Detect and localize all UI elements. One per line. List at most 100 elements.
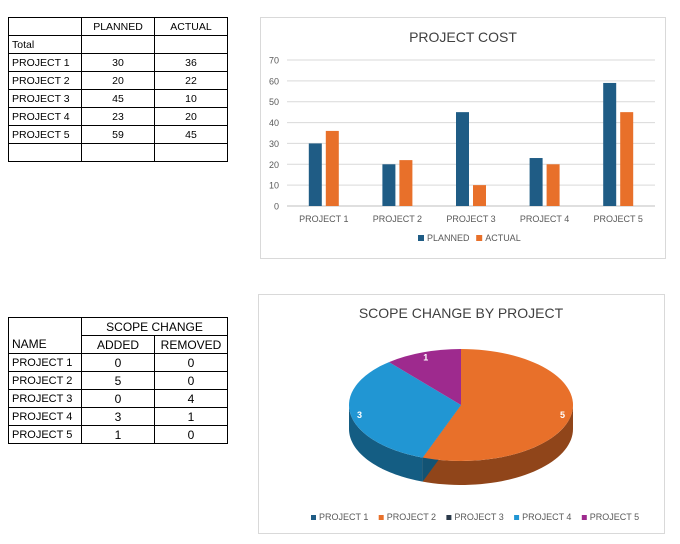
- y-tick-label: 40: [269, 118, 279, 128]
- x-tick-labels: PROJECT 1 PROJECT 2 PROJECT 3 PROJECT 4 PROJ…: [299, 214, 643, 224]
- bar-planned: [529, 158, 543, 206]
- y-tick-labels: 0 10 20 30 40 50 60 70: [269, 56, 279, 212]
- pie-data-labels: 5 3 1: [357, 353, 565, 420]
- x-tick-label: PROJECT 1: [299, 214, 348, 224]
- y-tick-label: 50: [269, 97, 279, 107]
- header-cell: [8, 317, 82, 336]
- legend-swatch: [311, 515, 316, 520]
- bar-actual: [399, 160, 413, 206]
- scope-change-table: SCOPE CHANGE NAME ADDED REMOVED PROJECT …: [8, 317, 228, 444]
- legend-swatch: [476, 235, 483, 241]
- table-cell: [154, 35, 228, 54]
- pie-chart-svg: SCOPE CHANGE BY PROJECT 531 PROJECT 1 PRO…: [311, 305, 639, 522]
- y-tick-label: 0: [274, 202, 279, 212]
- header-cell: [8, 17, 82, 36]
- table-cell: 45: [154, 125, 228, 144]
- table-cell: 0: [154, 425, 228, 444]
- table-cell: PROJECT 1: [8, 353, 82, 372]
- legend-label: PLANNED: [427, 233, 470, 243]
- header-cell: ADDED: [81, 335, 155, 354]
- legend: PLANNED ACTUAL: [418, 233, 521, 243]
- x-tick-label: PROJECT 5: [594, 214, 643, 224]
- header-cell: NAME: [8, 335, 82, 354]
- y-tick-label: 60: [269, 76, 279, 86]
- table-cell: 20: [81, 71, 155, 90]
- legend-label: PROJECT 3: [454, 512, 503, 522]
- header-cell: PLANNED: [81, 17, 155, 36]
- table-row: PROJECT 4 3 1: [8, 407, 228, 426]
- bars: [308, 82, 634, 206]
- table-cell: 20: [154, 107, 228, 126]
- legend-swatch: [581, 515, 587, 520]
- table-row: PROJECT 4 23 20: [8, 107, 228, 126]
- project-cost-table: PLANNED ACTUAL Total PROJECT 1 30 36 PRO…: [8, 17, 228, 162]
- y-tick-label: 20: [269, 160, 279, 170]
- table-row: PROJECT 3 0 4: [8, 389, 228, 408]
- table-cell: 0: [154, 353, 228, 372]
- table-cell: 4: [154, 389, 228, 408]
- legend-label: ACTUAL: [485, 233, 521, 243]
- table-cell: [8, 143, 82, 162]
- table-row: PROJECT 2 20 22: [8, 71, 228, 90]
- table-cell: PROJECT 3: [8, 389, 82, 408]
- legend-swatch: [446, 515, 452, 520]
- table-cell: [81, 35, 155, 54]
- table-cell: 10: [154, 89, 228, 108]
- bar-planned: [308, 143, 322, 206]
- legend-swatch: [514, 515, 520, 520]
- table-cell: PROJECT 5: [8, 125, 82, 144]
- table-cell: PROJECT 2: [8, 371, 82, 390]
- y-tick-label: 30: [269, 139, 279, 149]
- x-tick-label: PROJECT 4: [520, 214, 569, 224]
- table-cell: PROJECT 4: [8, 107, 82, 126]
- table-cell: 1: [81, 425, 155, 444]
- legend-swatch: [418, 235, 424, 241]
- legend-label: PROJECT 1: [319, 512, 368, 522]
- legend-swatch: [378, 515, 384, 520]
- bar-planned: [382, 164, 396, 206]
- table-cell: 59: [81, 125, 155, 144]
- table-header-row: PLANNED ACTUAL: [8, 17, 228, 36]
- pie-slices: [349, 349, 574, 461]
- table-cell: 0: [154, 371, 228, 390]
- chart-title: SCOPE CHANGE BY PROJECT: [359, 305, 564, 321]
- table-cell: PROJECT 4: [8, 407, 82, 426]
- table-row: PROJECT 1 30 36: [8, 53, 228, 72]
- pie-side-project-4: [349, 405, 423, 482]
- bar-actual: [473, 185, 486, 206]
- pie-data-label: 5: [560, 410, 565, 420]
- table-row: PROJECT 5 59 45: [8, 125, 228, 144]
- project-cost-chart: PROJECT COST 0 10 20 30 40 50 60 70 PROJECT 1 PR…: [260, 17, 666, 259]
- pie-slice-project-4: [349, 362, 461, 458]
- gridlines: [287, 59, 655, 207]
- table-cell: [81, 143, 155, 162]
- pie-side-project-2: [422, 405, 573, 485]
- table-cell: Total: [8, 35, 82, 54]
- table-cell: 36: [154, 53, 228, 72]
- legend-label: PROJECT 5: [590, 512, 639, 522]
- bar-planned: [603, 82, 617, 206]
- x-tick-label: PROJECT 3: [446, 214, 495, 224]
- table-cell: 22: [154, 71, 228, 90]
- pie-data-label: 1: [423, 353, 428, 363]
- table-group-header-row: SCOPE CHANGE: [8, 317, 228, 336]
- table-cell: 0: [81, 353, 155, 372]
- table-cell: PROJECT 2: [8, 71, 82, 90]
- group-header-cell: SCOPE CHANGE: [81, 317, 228, 336]
- header-cell: ACTUAL: [154, 17, 228, 36]
- bar-actual: [620, 112, 634, 206]
- table-row: PROJECT 3 45 10: [8, 89, 228, 108]
- table-row: [8, 143, 228, 162]
- legend-label: PROJECT 2: [387, 512, 436, 522]
- pie-slice-project-2: [422, 349, 574, 461]
- bar-actual: [325, 130, 339, 206]
- legend: PROJECT 1 PROJECT 2 PROJECT 3 PROJECT 4 PROJ…: [311, 512, 639, 522]
- table-cell: PROJECT 3: [8, 89, 82, 108]
- y-tick-label: 10: [269, 181, 279, 191]
- table-row: PROJECT 2 5 0: [8, 371, 228, 390]
- table-cell: PROJECT 1: [8, 53, 82, 72]
- pie-slice-project-5: [389, 349, 461, 405]
- table-cell: 45: [81, 89, 155, 108]
